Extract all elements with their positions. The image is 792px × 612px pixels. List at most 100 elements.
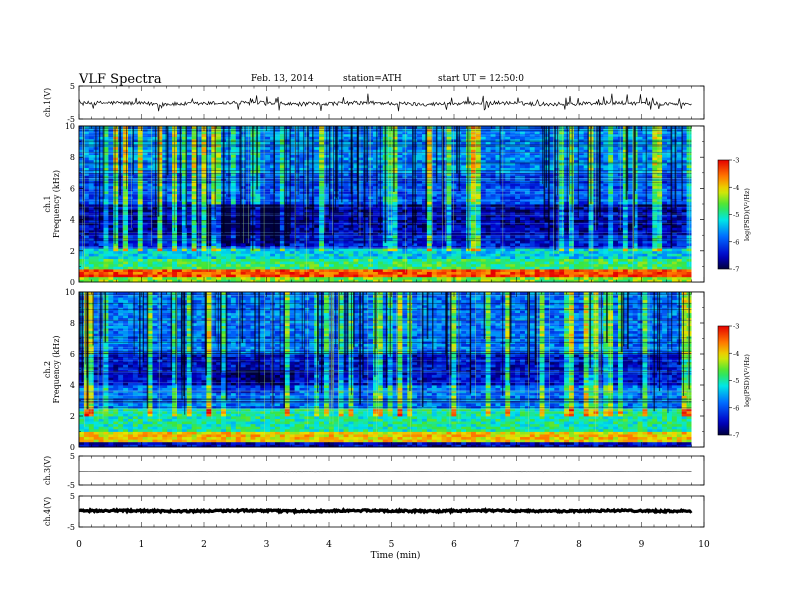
- spectrogram-cell: [294, 126, 300, 129]
- spectrogram-cell: [456, 219, 462, 223]
- spectrogram-cell: [324, 237, 330, 241]
- spectrogram-cell: [466, 261, 472, 265]
- spectrogram-cell: [265, 191, 271, 194]
- spectrogram-cell: [157, 269, 163, 272]
- spectrogram-cell: [206, 243, 212, 246]
- spectrogram-cell: [177, 245, 183, 249]
- spectrogram-cell: [353, 274, 359, 278]
- spectrogram-cell: [265, 165, 271, 168]
- spectrogram-cell: [255, 206, 261, 210]
- spectrogram-cell: [118, 237, 124, 241]
- spectrogram-cell: [260, 180, 266, 184]
- spectrogram-cell: [402, 248, 408, 252]
- spectrogram-cell: [250, 261, 256, 265]
- spectrogram-cell: [338, 274, 344, 278]
- spectrogram-cell: [132, 279, 139, 283]
- spectrogram-cell: [294, 227, 300, 231]
- spectrogram-cell: [299, 235, 305, 239]
- spectrogram-cell: [294, 149, 300, 153]
- spectrogram-cell: [446, 276, 452, 280]
- spectrogram-cell: [260, 245, 266, 249]
- spectrogram-cell: [142, 248, 148, 252]
- spectrogram-cell: [402, 261, 408, 265]
- spectrogram-cell: [275, 217, 281, 220]
- spectrogram-cell: [186, 243, 193, 246]
- spectrogram-cell: [83, 214, 90, 218]
- spectrogram-cell: [279, 172, 286, 176]
- spectrogram-cell: [314, 180, 320, 184]
- spectrogram-cell: [79, 170, 85, 174]
- spectrogram-cell: [157, 279, 163, 283]
- spectrogram-cell: [382, 271, 389, 275]
- spectrogram-cell: [363, 141, 369, 145]
- spectrogram-cell: [353, 256, 359, 259]
- spectrogram-cell: [167, 279, 173, 283]
- spectrogram-cell: [191, 146, 197, 150]
- spectrogram-cell: [206, 227, 212, 231]
- spectrogram-cell: [309, 243, 315, 246]
- spectrogram-cell: [309, 178, 315, 181]
- spectrogram-cell: [260, 224, 266, 228]
- spectrogram-cell: [118, 261, 124, 265]
- spectrogram-cell: [289, 250, 295, 254]
- spectrogram-cell: [103, 146, 109, 150]
- spectrogram-cell: [446, 258, 452, 262]
- spectrogram-cell: [294, 188, 300, 192]
- spectrogram-cell: [191, 269, 197, 272]
- spectrogram-cell: [373, 256, 379, 259]
- spectrogram-cell: [206, 136, 212, 140]
- spectrogram-cell: [255, 167, 261, 171]
- spectrogram-cell: [412, 250, 418, 254]
- spectrogram-cell: [162, 178, 168, 181]
- spectrogram-cell: [275, 178, 281, 181]
- spectrogram-cell: [294, 204, 300, 207]
- spectrogram-cell: [79, 183, 85, 187]
- spectrogram-cell: [368, 146, 374, 150]
- spectrogram-cell: [304, 157, 310, 161]
- spectrogram-cell: [177, 237, 183, 241]
- spectrogram-cell: [83, 243, 90, 246]
- spectrogram-cell: [314, 178, 320, 181]
- spectrogram-cell: [328, 157, 335, 161]
- spectrogram-cell: [137, 136, 144, 140]
- spectrogram-cell: [373, 269, 379, 272]
- spectrogram-cell: [436, 250, 442, 254]
- spectrogram-cell: [270, 276, 276, 280]
- spectrogram-cell: [407, 248, 413, 252]
- spectrogram-cell: [304, 222, 310, 226]
- spectrogram-cell: [368, 170, 374, 174]
- spectrogram-cell: [309, 263, 315, 267]
- spectrogram-cell: [446, 248, 452, 252]
- spectrogram-cell: [235, 165, 242, 168]
- spectrogram-cell: [118, 243, 124, 246]
- spectrogram-cell: [392, 274, 398, 278]
- spectrogram-cell: [348, 240, 354, 244]
- spectrogram-cell: [98, 256, 104, 259]
- ch1-waveform-ylabel: ch.1(V): [43, 88, 52, 117]
- spectrogram-cell: [387, 256, 393, 259]
- spectrogram-cell: [211, 206, 217, 210]
- spectrogram-cell: [363, 159, 369, 163]
- spectrogram-cell: [216, 269, 222, 272]
- spectrogram-cell: [123, 224, 129, 228]
- spectrogram-cell: [270, 217, 276, 220]
- spectrogram-cell: [324, 217, 330, 220]
- spectrogram-cell: [162, 235, 168, 239]
- spectrogram-cell: [328, 201, 335, 205]
- spectrogram-cell: [338, 237, 344, 241]
- spectrogram-cell: [275, 258, 281, 262]
- spectrogram-cell: [181, 204, 188, 207]
- spectrogram-cell: [157, 253, 163, 257]
- spectrogram-cell: [201, 188, 207, 192]
- spectrogram-cell: [304, 256, 310, 259]
- spectrogram-cell: [363, 240, 369, 244]
- spectrogram-cell: [387, 274, 393, 278]
- spectrogram-cell: [181, 183, 188, 187]
- spectrogram-cell: [343, 188, 349, 192]
- spectrogram-cell: [373, 152, 379, 155]
- spectrogram-cell: [363, 133, 369, 137]
- spectrogram-cell: [137, 133, 144, 137]
- spectrogram-cell: [98, 172, 104, 176]
- spectrogram-cell: [206, 131, 212, 135]
- spectrogram-cell: [226, 261, 232, 265]
